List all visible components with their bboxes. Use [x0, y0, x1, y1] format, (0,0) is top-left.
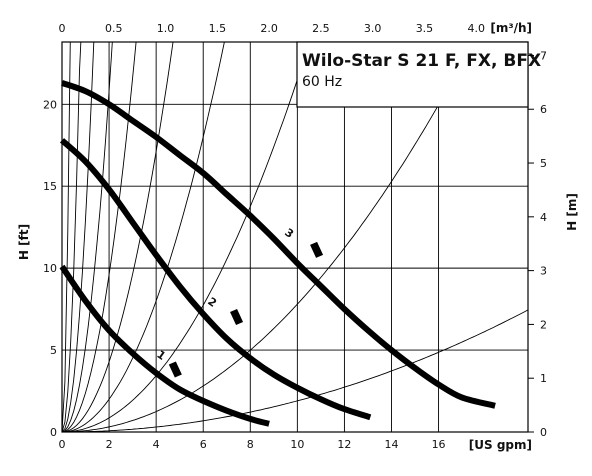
title-box-frame — [296, 41, 529, 108]
y-right-tick-label: 4 — [540, 211, 547, 224]
y-left-tick-label: 15 — [43, 180, 57, 193]
curve-label-3: 3 — [282, 226, 296, 241]
chart-title: Wilo-Star S 21 F, FX, BFX — [302, 51, 541, 71]
y-right-tick-label: 1 — [540, 372, 547, 385]
system-curve — [62, 42, 234, 432]
y-axis-left-label: H [ft] — [17, 224, 31, 260]
x-bottom-tick-label: 10 — [290, 438, 304, 451]
x-top-tick-label: 2.0 — [260, 22, 278, 35]
x-top-tick-label: 0.5 — [105, 22, 123, 35]
tick-labels: 0 2 4 6 8 10 12 14 160 0.5 1.0 1.5 2.0 2.5 3.0 3.5 4.005… — [43, 22, 547, 451]
x-bottom-tick-label: 8 — [247, 438, 254, 451]
curve-marker-2 — [230, 309, 244, 326]
y-left-tick-label: 0 — [50, 426, 57, 439]
system-curve — [62, 42, 115, 432]
pump-curve-2 — [59, 138, 372, 421]
plot-frame — [61, 41, 529, 433]
system-curve — [62, 42, 72, 432]
pump-curve-3 — [61, 80, 496, 409]
y-left-tick-label: 5 — [50, 344, 57, 357]
x-axis-bottom-label: [US gpm] — [469, 438, 532, 452]
x-top-tick-label: 0 — [59, 22, 66, 35]
x-bottom-tick-label: 2 — [106, 438, 113, 451]
curve-marker-3 — [310, 241, 324, 258]
pump-curves — [59, 80, 496, 427]
system-curve — [62, 42, 179, 432]
system-curve — [62, 309, 528, 432]
x-top-tick-label: 4.0 — [467, 22, 485, 35]
chart-subtitle: 60 Hz — [302, 74, 342, 90]
x-bottom-tick-label: 12 — [337, 438, 351, 451]
x-bottom-tick-label: 4 — [153, 438, 160, 451]
y-axis-right-label: H [m] — [565, 193, 579, 231]
pump-curve-1 — [59, 264, 270, 427]
system-curve — [62, 42, 322, 432]
x-top-tick-label: 3.0 — [364, 22, 382, 35]
y-right-tick-label: 3 — [540, 265, 547, 278]
y-right-tick-label: 5 — [540, 157, 547, 170]
x-top-tick-label: 1.0 — [157, 22, 175, 35]
x-top-tick-label: 1.5 — [209, 22, 227, 35]
x-bottom-tick-label: 6 — [200, 438, 207, 451]
x-bottom-tick-label: 16 — [432, 438, 446, 451]
system-curve — [62, 42, 98, 432]
y-left-tick-label: 10 — [43, 262, 57, 275]
x-top-tick-label: 3.5 — [416, 22, 434, 35]
y-right-tick-label: 7 — [540, 49, 547, 62]
curve-marker-1 — [168, 361, 182, 378]
y-left-tick-label: 20 — [43, 98, 57, 111]
system-curve — [62, 42, 491, 432]
x-bottom-tick-label: 0 — [59, 438, 66, 451]
y-right-tick-label: 0 — [540, 426, 547, 439]
y-right-tick-label: 6 — [540, 103, 547, 116]
x-top-tick-label: 2.5 — [312, 22, 330, 35]
x-bottom-tick-label: 14 — [384, 438, 398, 451]
y-right-tick-label: 2 — [540, 318, 547, 331]
x-axis-top-label: [m³/h] — [490, 21, 532, 35]
title-box: Wilo-Star S 21 F, FX, BFX 60 Hz — [296, 41, 541, 108]
